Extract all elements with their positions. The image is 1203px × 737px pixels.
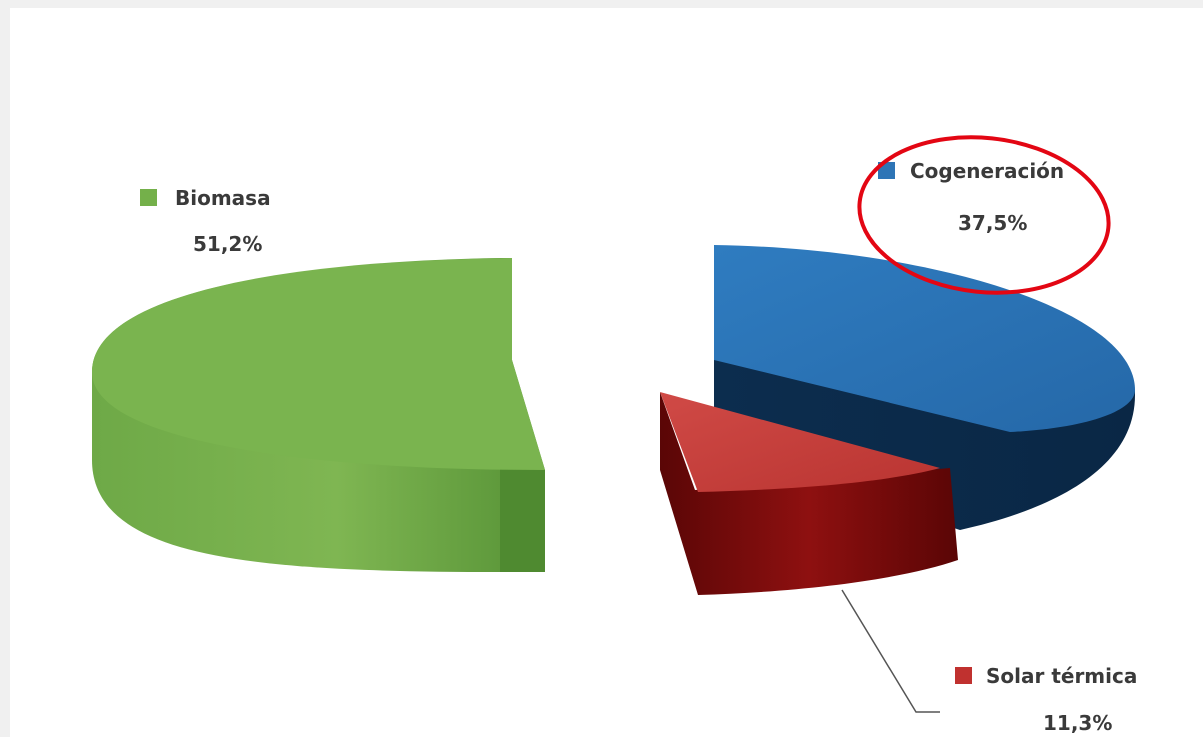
slice-biomasa <box>92 258 545 572</box>
slice-solar-top <box>660 392 940 492</box>
label-biomasa-name: Biomasa <box>175 186 271 210</box>
legend-swatch-biomasa <box>140 189 157 206</box>
label-solar-termica-name: Solar térmica <box>986 664 1137 688</box>
label-solar-termica: Solar térmica 11,3% <box>955 664 1137 735</box>
label-cogeneracion: Cogeneración 37,5% <box>878 159 1064 235</box>
label-cogeneracion-value: 37,5% <box>958 211 1027 235</box>
label-cogeneracion-name: Cogeneración <box>910 159 1064 183</box>
label-biomasa: Biomasa 51,2% <box>140 186 271 256</box>
label-solar-termica-value: 11,3% <box>1043 711 1112 735</box>
legend-swatch-solar-termica <box>955 667 972 684</box>
slice-solar-side <box>660 392 958 595</box>
slice-solar-termica <box>660 392 958 595</box>
highlight-ellipse <box>857 135 1111 295</box>
label-biomasa-value: 51,2% <box>193 232 262 256</box>
solar-leader-line <box>841 589 940 713</box>
slice-biomasa-top <box>92 258 545 470</box>
slice-cogeneracion-top <box>714 245 1135 432</box>
